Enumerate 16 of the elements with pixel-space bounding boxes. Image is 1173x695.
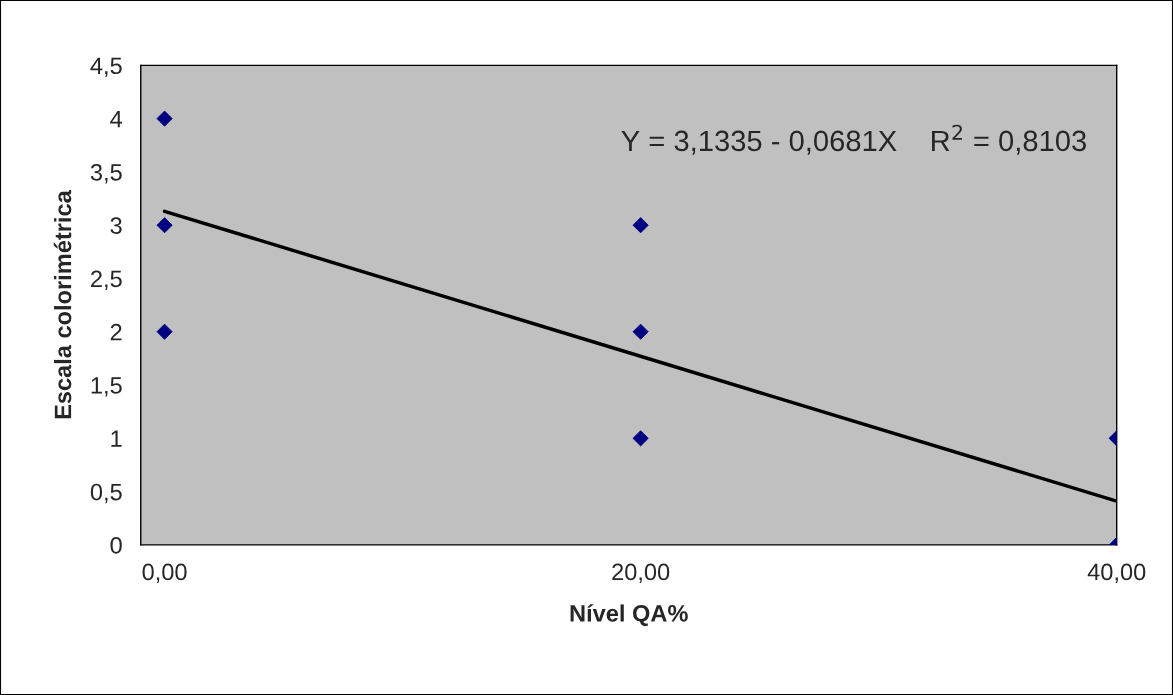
y-tick-label: 2,5 <box>91 270 122 291</box>
y-tick-label: 4 <box>110 110 123 128</box>
y-tick-label: 3,5 <box>90 163 122 184</box>
y-tick-label: 0,5 <box>90 483 122 504</box>
y-tick-label: 3 <box>110 217 122 234</box>
y-axis-title: Escala colorimétrica <box>53 190 72 419</box>
y-tick-label: 1 <box>111 430 122 447</box>
y-tick-label: 0 <box>110 536 122 554</box>
y-tick-label: 4,5 <box>90 57 122 77</box>
y-tick-label: 2 <box>110 323 122 341</box>
x-tick-label: 40,00 <box>1087 563 1146 584</box>
y-tick-label: 1,5 <box>91 377 122 397</box>
x-tick-label: 20,00 <box>612 563 670 584</box>
x-axis-title: Nível QA% <box>570 604 688 627</box>
annotation: Y = 3,1335 - 0,0681X R$^{2}$ = 0,8103 <box>621 124 1086 155</box>
x-tick-label: 0,00 <box>142 563 187 584</box>
